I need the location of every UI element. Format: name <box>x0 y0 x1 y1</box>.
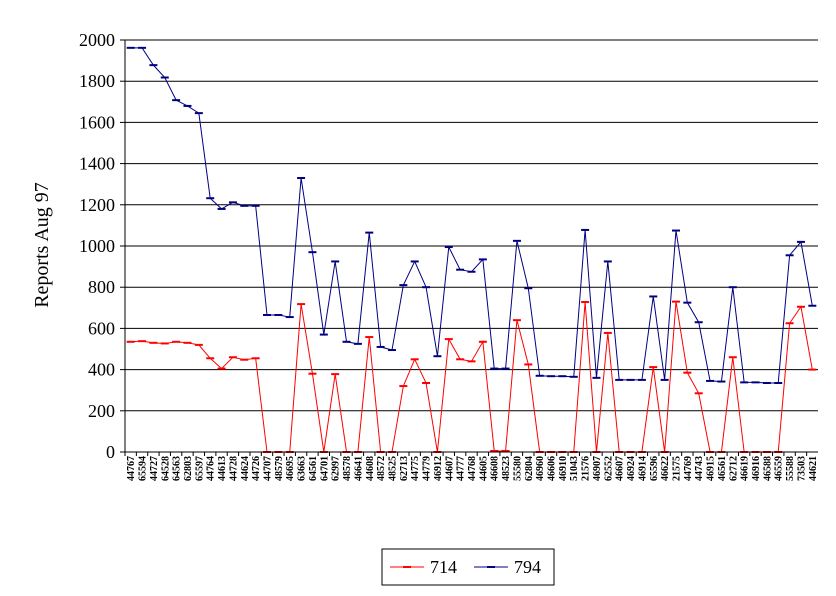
x-tick-label: 46606 <box>547 456 558 481</box>
y-axis-label: Reports Aug 97 <box>31 182 53 308</box>
x-tick-label: 44728 <box>228 456 239 481</box>
series-line-794 <box>130 47 813 384</box>
x-tick-label: 44764 <box>206 456 217 481</box>
x-tick-label: 46561 <box>717 456 728 481</box>
x-tick-label: 65596 <box>649 456 660 481</box>
x-tick-label: 62804 <box>524 456 535 481</box>
x-tick-label: 48578 <box>342 456 353 481</box>
x-tick-label: 44624 <box>240 456 251 481</box>
x-tick-label: 46924 <box>626 456 637 481</box>
x-tick-label: 65597 <box>194 456 205 481</box>
x-tick-label: 21575 <box>671 456 682 481</box>
x-tick-label: 46607 <box>615 456 626 481</box>
x-tick-label: 44726 <box>251 456 262 481</box>
x-tick-label: 46912 <box>433 456 444 481</box>
x-tick-label: 46915 <box>706 456 717 481</box>
y-tick-label: 600 <box>88 318 115 338</box>
y-tick-label: 0 <box>106 442 115 462</box>
x-tick-label: 48572 <box>376 456 387 481</box>
x-tick-label: 46622 <box>660 456 671 481</box>
x-tick-label: 44775 <box>410 456 421 481</box>
x-tick-label: 44777 <box>456 456 467 481</box>
x-tick-label: 62552 <box>603 456 614 481</box>
x-tick-label: 44779 <box>422 456 433 481</box>
x-tick-label: 48579 <box>274 456 285 481</box>
x-tick-label: 21576 <box>581 456 592 481</box>
x-tick-label: 64528 <box>160 456 171 481</box>
x-tick-label: 73503 <box>796 456 807 481</box>
x-tick-label: 46559 <box>774 456 785 481</box>
legend-label-794: 794 <box>514 557 541 577</box>
x-tick-label: 44768 <box>467 456 478 481</box>
legend-label-714: 714 <box>430 557 457 577</box>
x-tick-label: 46619 <box>740 456 751 481</box>
x-tick-label: 44767 <box>126 456 137 481</box>
x-tick-label: 44727 <box>149 456 160 481</box>
y-tick-label: 1400 <box>79 154 115 174</box>
x-tick-label: 44608 <box>365 456 376 481</box>
data-series <box>126 46 817 453</box>
x-tick-label: 62803 <box>183 456 194 481</box>
legend: 714 794 <box>381 548 555 586</box>
axes <box>124 40 818 453</box>
x-axis-tick-labels: 44767 65594 44727 64528 64563 62803 65597 44764… <box>126 456 819 481</box>
y-tick-label: 800 <box>88 277 115 297</box>
x-tick-label: 44605 <box>478 456 489 481</box>
x-tick-label: 44769 <box>683 456 694 481</box>
x-tick-label: 64701 <box>319 456 330 481</box>
x-tick-label: 63663 <box>297 456 308 481</box>
x-tick-label: 46608 <box>490 456 501 481</box>
x-tick-label: 64563 <box>172 456 183 481</box>
gridlines <box>120 39 818 456</box>
x-tick-label: 46916 <box>751 456 762 481</box>
y-tick-label: 1000 <box>79 236 115 256</box>
x-tick-label: 55580 <box>512 456 523 481</box>
y-tick-label: 1600 <box>79 112 115 132</box>
series-line-714 <box>130 301 813 453</box>
y-tick-label: 1200 <box>79 195 115 215</box>
x-tick-label: 44707 <box>263 456 274 481</box>
x-tick-label: 62997 <box>331 456 342 481</box>
x-tick-label: 44607 <box>444 456 455 481</box>
y-tick-label: 2000 <box>79 30 115 50</box>
x-tick-label: 48525 <box>387 456 398 481</box>
x-tick-label: 64561 <box>308 456 319 481</box>
x-tick-label: 55588 <box>785 456 796 481</box>
y-tick-label: 400 <box>88 360 115 380</box>
x-tick-label: 44621 <box>808 456 819 481</box>
x-tick-label: 46910 <box>558 456 569 481</box>
x-tick-label: 62712 <box>728 456 739 481</box>
x-tick-label: 48523 <box>501 456 512 481</box>
x-tick-label: 46960 <box>535 456 546 481</box>
x-tick-label: 46914 <box>637 456 648 481</box>
x-tick-label: 44743 <box>694 456 705 481</box>
y-axis-tick-labels: 0 200 400 600 800 1000 1200 1400 1600 1800 2000 <box>79 30 115 462</box>
x-tick-label: 65594 <box>138 456 149 481</box>
x-tick-label: 62713 <box>399 456 410 481</box>
x-tick-label: 46907 <box>592 456 603 481</box>
x-tick-label: 46588 <box>762 456 773 481</box>
x-tick-label: 46641 <box>353 456 364 481</box>
y-tick-label: 200 <box>88 401 115 421</box>
x-tick-label: 51043 <box>569 456 580 481</box>
x-tick-label: 44613 <box>217 456 228 481</box>
x-tick-label: 46695 <box>285 456 296 481</box>
y-tick-label: 1800 <box>79 71 115 91</box>
